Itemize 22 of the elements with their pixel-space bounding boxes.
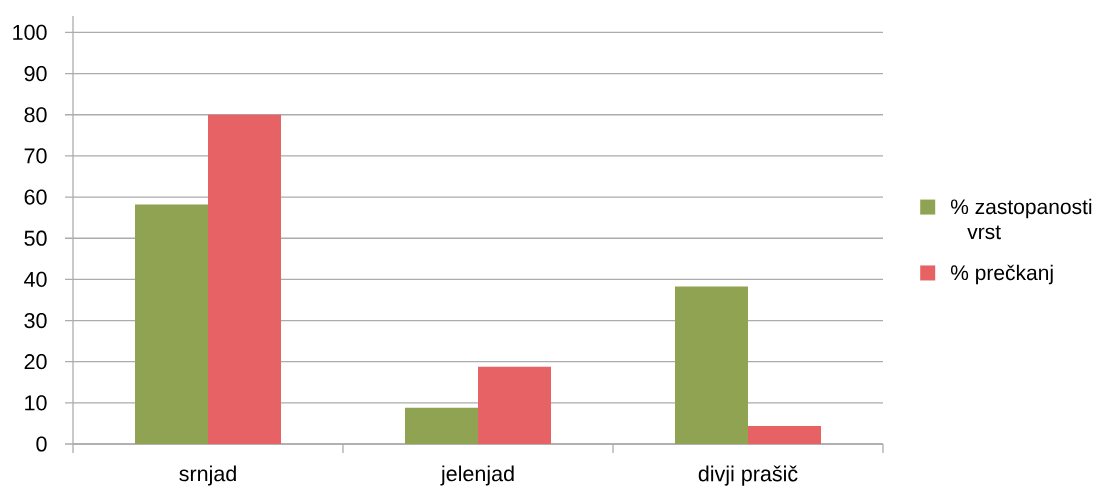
y-tick-label: 100 <box>13 24 47 41</box>
bar <box>208 114 281 444</box>
y-tick-label: 50 <box>24 230 47 246</box>
bar <box>478 366 551 444</box>
x-tick-label: jelenjad <box>440 465 514 486</box>
y-tick-label: 20 <box>24 354 47 370</box>
x-tick-label: srnjad <box>179 465 236 486</box>
y-tick-label: 0 <box>36 436 47 452</box>
bar <box>135 204 208 444</box>
y-tick-label: 10 <box>25 395 47 411</box>
legend-label: % prečkanj <box>950 264 1053 285</box>
y-tick-label: 90 <box>24 66 47 82</box>
y-tick-label: 60 <box>24 189 47 205</box>
bar <box>748 425 822 444</box>
y-tick-label: 70 <box>24 148 47 164</box>
y-tick-label: 30 <box>24 312 47 329</box>
y-tick-label: 80 <box>24 107 47 123</box>
y-tick-label: 40 <box>24 271 47 287</box>
bar <box>405 407 478 444</box>
legend-label: % zastopanosti vrst <box>950 198 1092 240</box>
bar <box>675 286 748 444</box>
x-tick-label: divji prašič <box>698 465 798 486</box>
